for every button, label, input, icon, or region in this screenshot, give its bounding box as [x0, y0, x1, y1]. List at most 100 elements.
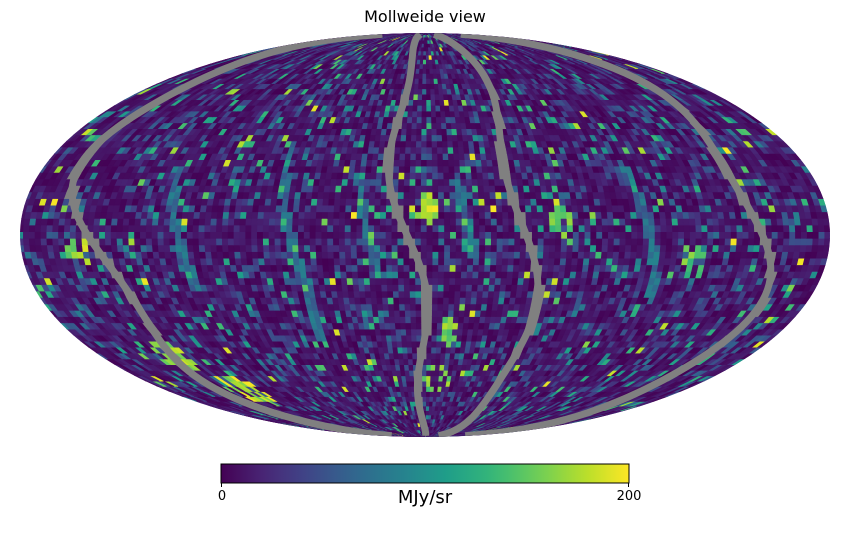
map-pixel [398, 297, 405, 305]
map-pixel [553, 251, 561, 259]
map-pixel [518, 264, 526, 272]
map-pixel [397, 290, 405, 298]
map-pixel [245, 257, 254, 266]
map-pixel [511, 277, 519, 285]
map-pixel [408, 264, 416, 272]
map-pixel [434, 369, 440, 377]
map-pixel [340, 284, 348, 292]
map-pixel [400, 340, 407, 348]
map-pixel [431, 257, 439, 266]
map-pixel [482, 277, 490, 285]
map-pixel [339, 271, 347, 279]
map-pixel [263, 257, 271, 266]
map-pixel [361, 251, 369, 259]
map-pixel [443, 264, 450, 272]
map-pixel [447, 297, 455, 305]
map-pixel [409, 309, 416, 317]
map-pixel [465, 277, 473, 285]
map-pixel [280, 257, 288, 266]
map-pixel [522, 277, 530, 285]
map-pixel [399, 328, 407, 336]
map-pixel [477, 264, 485, 272]
map-pixel [635, 244, 643, 252]
map-pixel [262, 251, 270, 259]
map-pixel [464, 297, 472, 305]
map-pixel [415, 316, 422, 324]
map-pixel [571, 244, 579, 252]
map-pixel [386, 290, 394, 298]
map-pixel [740, 244, 749, 252]
map-pixel [397, 284, 405, 292]
map-pixel [483, 257, 491, 266]
map-pixel [495, 264, 502, 272]
map-pixel [396, 257, 404, 266]
map-pixel [233, 251, 241, 259]
map-pixel [500, 271, 508, 279]
map-pixel [391, 257, 398, 266]
map-pixel [446, 328, 453, 336]
map-pixel [391, 251, 398, 259]
map-pixel [404, 322, 411, 330]
map-pixel [368, 277, 376, 285]
map-pixel [408, 271, 416, 279]
map-pixel [357, 284, 365, 292]
map-pixel [391, 277, 399, 285]
map-pixel [426, 257, 433, 266]
map-pixel [391, 264, 398, 272]
map-pixel [723, 244, 731, 252]
map-pixel [465, 284, 473, 292]
map-pixel [455, 334, 463, 342]
map-pixel [506, 271, 513, 279]
map-pixel [426, 251, 433, 259]
map-pixel [474, 309, 481, 317]
map-pixel [688, 244, 696, 252]
map-pixel [309, 257, 317, 266]
map-pixel [558, 264, 566, 272]
map-pixel [321, 264, 329, 272]
map-pixel [410, 334, 417, 342]
map-pixel [446, 322, 453, 330]
map-pixel [436, 322, 443, 330]
map-pixel [392, 303, 400, 311]
map-pixel [387, 303, 395, 311]
map-pixel [286, 251, 294, 259]
map-pixel [496, 244, 503, 252]
map-pixel [439, 358, 445, 365]
map-pixel [326, 244, 334, 252]
map-pixel [436, 328, 443, 336]
map-pixel [256, 244, 264, 252]
map-pixel [385, 271, 393, 279]
map-pixel [565, 251, 573, 259]
map-pixel [455, 251, 462, 259]
map-pixel [415, 309, 422, 317]
map-pixel [439, 352, 446, 360]
map-pixel [411, 346, 417, 354]
map-pixel [420, 251, 427, 259]
map-pixel [429, 386, 434, 392]
map-pixel [441, 322, 448, 330]
map-pixel [445, 340, 452, 348]
map-pixel [408, 277, 416, 285]
map-pixel [374, 277, 382, 285]
map-pixel [209, 244, 217, 252]
map-pixel [552, 264, 560, 272]
map-pixel [459, 284, 467, 292]
map-pixel [446, 316, 454, 324]
map-pixel [401, 346, 408, 354]
map-pixel [441, 328, 448, 336]
map-pixel [192, 251, 201, 259]
map-pixel [512, 264, 520, 272]
map-pixel [469, 303, 477, 311]
map-pixel [404, 316, 411, 324]
map-pixel [617, 251, 625, 259]
map-pixel [577, 251, 585, 259]
map-pixel [454, 264, 462, 272]
map-pixel [409, 316, 416, 324]
map-pixel [470, 284, 478, 292]
map-pixel [350, 257, 358, 266]
map-pixel [425, 386, 431, 392]
map-pixel [387, 309, 395, 317]
map-pixel [388, 316, 395, 324]
map-pixel [593, 257, 602, 266]
map-pixel [315, 257, 323, 266]
